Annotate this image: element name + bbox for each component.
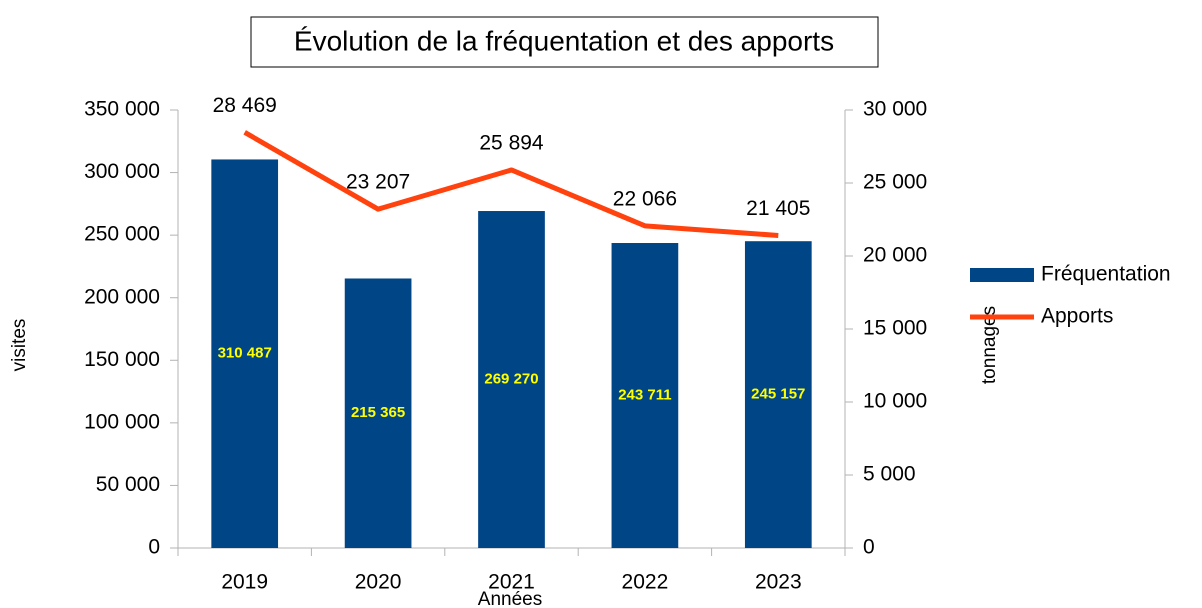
y2-axis-label: tonnages bbox=[979, 306, 1000, 384]
legend-swatch bbox=[970, 268, 1034, 282]
x-tick-label: 2019 bbox=[221, 571, 268, 594]
bar-value-label: 215 365 bbox=[351, 404, 405, 421]
line-value-label: 21 405 bbox=[746, 197, 810, 220]
line bbox=[243, 130, 779, 238]
x-tick-label: 2020 bbox=[355, 571, 402, 594]
y-tick-label: 50 000 bbox=[96, 473, 160, 496]
y2-tick-label: 5 000 bbox=[863, 463, 916, 486]
title-box bbox=[250, 16, 879, 68]
line-value-label: 25 894 bbox=[479, 131, 544, 154]
y-tick-label: 200 000 bbox=[84, 285, 160, 308]
line-value-label: 23 207 bbox=[346, 171, 410, 194]
y2-tick-label: 20 000 bbox=[863, 244, 927, 267]
bar bbox=[344, 278, 412, 548]
y-tick-label: 150 000 bbox=[84, 348, 160, 371]
y2-tick-label: 30 000 bbox=[863, 98, 927, 121]
x-tick-label: 2021 bbox=[488, 571, 535, 594]
y2-tick-label: 25 000 bbox=[863, 171, 927, 194]
y-axis-label: visites bbox=[9, 319, 30, 372]
bar bbox=[211, 159, 279, 548]
y-tick-label: 350 000 bbox=[84, 98, 160, 121]
legend-label: Fréquentation bbox=[1041, 263, 1171, 286]
legend-label: Apports bbox=[1041, 305, 1113, 328]
bar-value-label: 310 487 bbox=[218, 345, 272, 362]
y-tick-label: 100 000 bbox=[84, 410, 160, 433]
y-tick-label: 300 000 bbox=[84, 160, 160, 183]
y2-tick-label: 0 bbox=[863, 536, 875, 559]
bar bbox=[744, 241, 812, 548]
x-tick-label: 2023 bbox=[755, 571, 802, 594]
x-tick-label: 2022 bbox=[622, 571, 669, 594]
bar-value-label: 243 711 bbox=[618, 386, 671, 403]
bar bbox=[611, 243, 679, 548]
bar bbox=[478, 211, 545, 548]
y2-tick-label: 10 000 bbox=[863, 390, 927, 413]
bar-value-label: 245 157 bbox=[751, 386, 805, 403]
line-value-label: 28 469 bbox=[213, 94, 277, 117]
line-value-label: 22 066 bbox=[613, 187, 677, 210]
bar-value-label: 269 270 bbox=[484, 370, 538, 387]
chart-title: Évolution de la fréquentation et des app… bbox=[294, 25, 834, 56]
y-tick-label: 250 000 bbox=[84, 223, 160, 246]
y-tick-label: 0 bbox=[148, 536, 160, 559]
y2-tick-label: 15 000 bbox=[863, 317, 927, 340]
x-axis-label: Années bbox=[478, 589, 542, 608]
